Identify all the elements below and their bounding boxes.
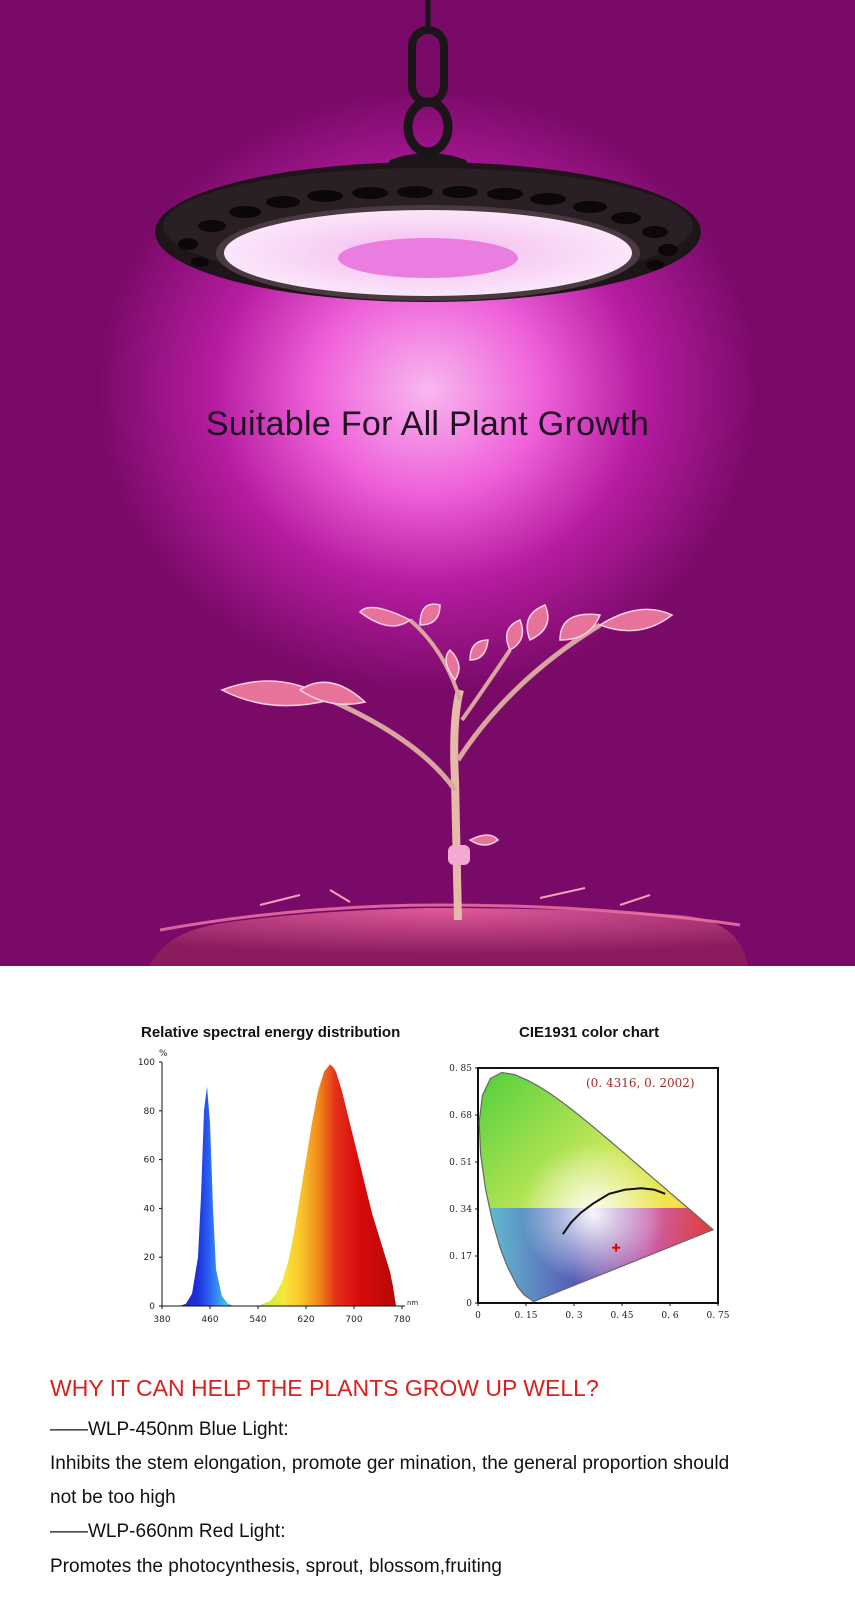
- x-tick-label: 780: [393, 1315, 410, 1325]
- seedling-plant: [220, 603, 674, 921]
- spectral-locus: [478, 1071, 715, 1303]
- y-tick-label: 40: [144, 1204, 156, 1214]
- chromaticity-point: [612, 1243, 621, 1252]
- x-tick-label: 0. 45: [611, 1311, 634, 1321]
- x-unit-label: nm: [407, 1299, 418, 1307]
- x-tick-label: 540: [249, 1315, 266, 1325]
- x-tick-label: 0: [475, 1311, 481, 1321]
- y-tick-label: 0. 51: [449, 1158, 472, 1168]
- y-tick-label: 100: [138, 1058, 155, 1068]
- ufo-lamp: [155, 162, 701, 302]
- hero-title: Suitable For All Plant Growth: [205, 405, 650, 443]
- red-light-title: ——WLP-660nm Red Light:: [50, 1521, 286, 1542]
- blue-light-desc-line-2: not be too high: [50, 1487, 176, 1508]
- y-tick-label: 0. 17: [449, 1252, 472, 1262]
- x-tick-label: 0. 75: [707, 1311, 730, 1321]
- blue-light-title: ——WLP-450nm Blue Light:: [50, 1419, 289, 1440]
- grow-light-illustration: [150, 0, 748, 966]
- lamp-hanger: [386, 0, 470, 170]
- y-tick-label: 0. 34: [449, 1205, 472, 1215]
- x-tick-label: 380: [153, 1315, 170, 1325]
- y-tick-label: 0. 85: [449, 1064, 472, 1074]
- y-tick-label: 80: [144, 1107, 156, 1117]
- blue-light-desc-line-1: Inhibits the stem elongation, promote ge…: [50, 1453, 730, 1474]
- x-tick-label: 460: [201, 1315, 218, 1325]
- x-tick-label: 620: [297, 1315, 314, 1325]
- x-tick-label: 0. 3: [565, 1311, 582, 1321]
- x-tick-label: 0. 6: [661, 1311, 678, 1321]
- spectral-chart: % 0 20 40 60 80 100 380 460 540 620 700 780 nm: [138, 1049, 419, 1325]
- spectral-chart-title: Relative spectral energy distribution: [141, 1024, 401, 1041]
- y-unit-label: %: [159, 1049, 168, 1059]
- y-tick-label: 0: [149, 1302, 155, 1312]
- red-light-desc: Promotes the photocynthesis, sprout, blo…: [50, 1556, 503, 1577]
- cie-chart: 0 0. 17 0. 34 0. 51 0. 68 0. 85 0 0. 15 0. 3 0. …: [449, 1064, 730, 1321]
- why-heading: WHY IT CAN HELP THE PLANTS GROW UP WELL?: [50, 1375, 599, 1401]
- hero-banner: Suitable For All Plant Growth: [0, 0, 855, 966]
- y-tick-label: 60: [144, 1156, 156, 1166]
- cie-frame: [477, 1067, 719, 1304]
- spectral-area: [162, 1064, 396, 1306]
- y-tick-label: 20: [144, 1253, 156, 1263]
- x-tick-label: 0. 15: [515, 1311, 538, 1321]
- planckian-locus: [561, 1187, 666, 1235]
- y-tick-label: 0: [466, 1299, 472, 1309]
- cie-gamut-fill: [479, 1072, 714, 1302]
- x-tick-label: 700: [345, 1315, 362, 1325]
- y-tick-label: 0. 68: [449, 1111, 472, 1121]
- soil-mound: [150, 887, 748, 966]
- chromaticity-coordinate-label: (0. 4316, 0. 2002): [586, 1076, 695, 1090]
- cie-chart-title: CIE1931 color chart: [519, 1024, 660, 1041]
